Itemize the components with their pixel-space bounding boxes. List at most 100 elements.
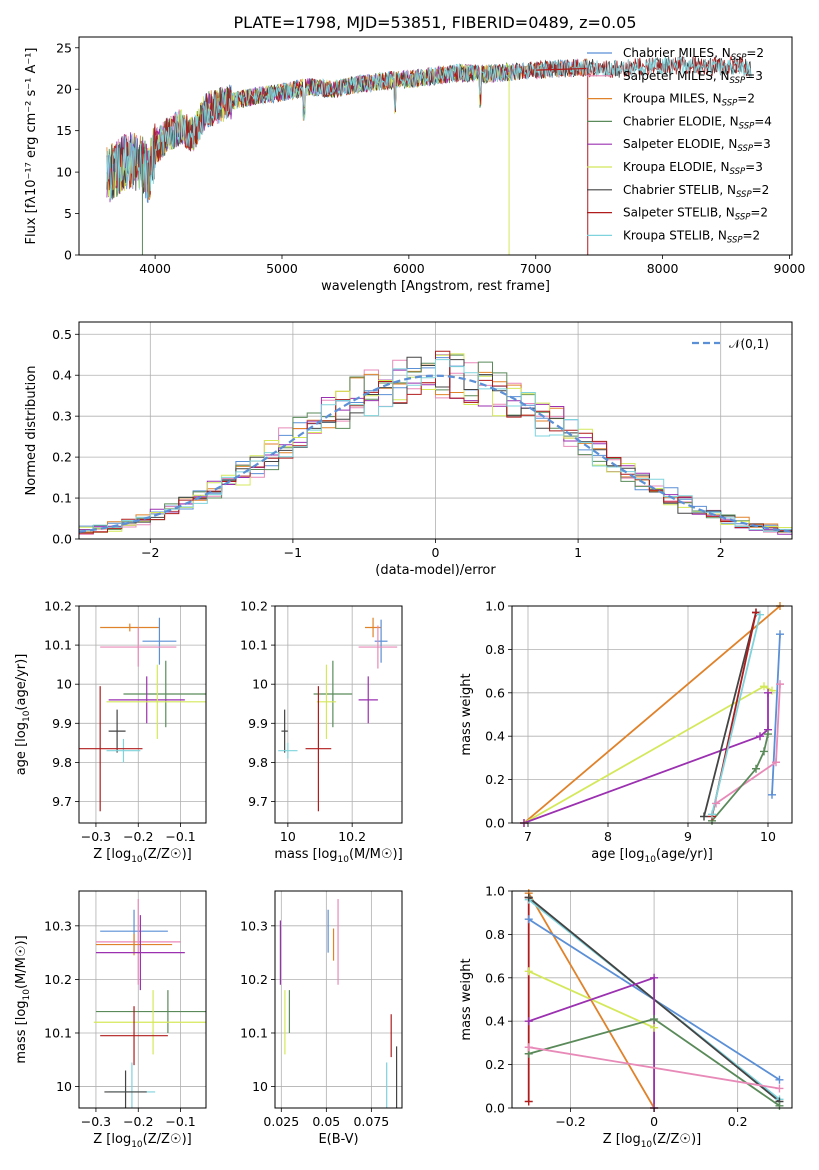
weight-marker (764, 730, 772, 739)
x-tick-label: −0.1 (165, 829, 195, 844)
y-tick-label: 0.6 (485, 970, 505, 985)
x-tick-label: 0.2 (728, 1114, 748, 1129)
legend-text: Salpeter MILES, N (623, 69, 730, 83)
label-part: (Z/Z☉)] (143, 847, 192, 862)
legend-label: Kroupa MILES, NSSP=2 (623, 92, 755, 109)
spectrum-line-kroupa-stelib (106, 56, 752, 201)
y-tick-label: 5 (64, 206, 72, 221)
y-tick-label: 0.2 (485, 1057, 505, 1072)
legend-sub: SSP (731, 53, 747, 63)
x-tick-label: −0.3 (81, 829, 111, 844)
weight-line-salpeter-miles (528, 1046, 780, 1090)
x-axis-label: Z [log10(Z/Z☉)] (93, 1132, 191, 1150)
x-tick-label: −0.2 (123, 829, 153, 844)
legend-sub: SSP (730, 167, 746, 177)
weight-marker (650, 1015, 659, 1024)
label-subscript: 10 (22, 710, 32, 722)
weight-marker (760, 682, 768, 691)
plot-area-age-vs-Z (79, 617, 206, 812)
weight-line-salpeter-miles (715, 684, 781, 805)
y-tick-label: 9.7 (248, 794, 268, 809)
axes-frame (511, 890, 793, 1109)
panel-residuals: 𝒩(0,1) −2 −1 0 1 2 0.0 0.1 0.2 0.3 0.4 0.5 (data-mod… (24, 321, 793, 578)
legend-label: Chabrier ELODIE, NSSP=4 (623, 114, 772, 131)
legend-label: Kroupa STELIB, NSSP=2 (623, 228, 760, 245)
weight-line-kroupa-miles (523, 606, 781, 823)
y-tick-label: 0.4 (485, 729, 505, 744)
y-tick-label: 0.5 (52, 327, 72, 342)
weight-line-kroupa-elodie (528, 970, 655, 1108)
y-axis-label: mass [log10(M/M☉)] (14, 935, 32, 1063)
legend-text: Kroupa STELIB, N (623, 228, 727, 242)
figure-title: PLATE=1798, MJD=53851, FIBERID=0489, z=0… (233, 13, 636, 32)
legend-sub: SSP (737, 144, 753, 154)
y-tick-label: 10.2 (44, 599, 72, 614)
weight-line-kroupa-stelib (711, 614, 761, 815)
x-tick-label: −0.2 (123, 1114, 153, 1129)
weight-line-chabrier-stelib (703, 612, 757, 817)
legend-label: Kroupa ELODIE, NSSP=3 (623, 160, 763, 177)
legend-text: Chabrier MILES, N (623, 46, 731, 60)
x-tick-label: 0.025 (263, 1114, 299, 1129)
y-tick-label: 0.3 (52, 409, 72, 424)
legend-sub: SSP (730, 76, 746, 86)
label-part: (M/M☉)] (14, 935, 29, 989)
y-tick-label: 1.0 (485, 884, 505, 899)
x-tick-label: 0 (650, 1114, 658, 1129)
x-axis-label: age [log10(age/yr)] (591, 847, 713, 865)
legend-text: Chabrier ELODIE, N (623, 114, 739, 128)
y-tick-label: 10 (56, 165, 72, 180)
weight-marker (764, 688, 772, 697)
plot-area-mass-vs-EBV (279, 899, 398, 1108)
y-tick-label: 0.4 (485, 1014, 505, 1029)
legend-sub: SSP (727, 235, 743, 245)
y-tick-label: 0.0 (485, 816, 505, 831)
legend-label: Chabrier MILES, NSSP=2 (623, 46, 764, 63)
plot-area-residuals (79, 350, 792, 539)
x-tick-label: 6000 (393, 261, 425, 276)
y-tick-label: 10.1 (44, 1025, 72, 1040)
y-tick-label: 10 (56, 1079, 72, 1094)
y-tick-label: 9.8 (52, 755, 72, 770)
x-tick-label: 10 (760, 829, 776, 844)
weight-marker (775, 1084, 784, 1093)
weight-line-salpeter-elodie (523, 692, 769, 823)
label-part: Z [log (603, 1132, 641, 1147)
weight-marker (524, 1097, 533, 1106)
hist-salpeter-stelib (79, 350, 792, 539)
label-subscript: 10 (641, 1140, 653, 1150)
axes-frame (78, 605, 207, 824)
y-tick-label: 10.2 (44, 972, 72, 987)
x-tick-label: 0.05 (312, 1114, 340, 1129)
y-tick-label: 10.1 (240, 1025, 268, 1040)
plot-area-age-vs-mass (278, 617, 398, 812)
weight-marker (712, 799, 720, 808)
legend-text: Kroupa MILES, N (623, 92, 722, 106)
weight-marker (775, 1075, 784, 1084)
y-tick-label: 10.3 (44, 918, 72, 933)
x-tick-label: 0.075 (353, 1114, 389, 1129)
x-axis-label: Z [log10(Z/Z☉)] (603, 1132, 701, 1150)
weight-marker (650, 973, 659, 982)
axes-frame (274, 605, 403, 824)
y-axis-label: age [log10(age/yr)] (14, 654, 32, 776)
x-tick-label: 0 (432, 545, 440, 560)
y-tick-label: 0.8 (485, 927, 505, 942)
weight-marker (756, 732, 764, 741)
y-tick-label: 0.2 (485, 772, 505, 787)
legend-label: Chabrier STELIB, NSSP=2 (623, 183, 769, 200)
weight-marker (776, 630, 784, 639)
x-tick-label: 1 (574, 545, 582, 560)
label-subscript: 10 (22, 989, 32, 1001)
weight-marker (776, 680, 784, 689)
legend-text: =3 (745, 160, 763, 174)
y-tick-label: 0.1 (52, 491, 72, 506)
x-tick-label: −0.1 (165, 1114, 195, 1129)
legend-text: =3 (745, 69, 763, 83)
legend-text: =2 (737, 92, 755, 106)
